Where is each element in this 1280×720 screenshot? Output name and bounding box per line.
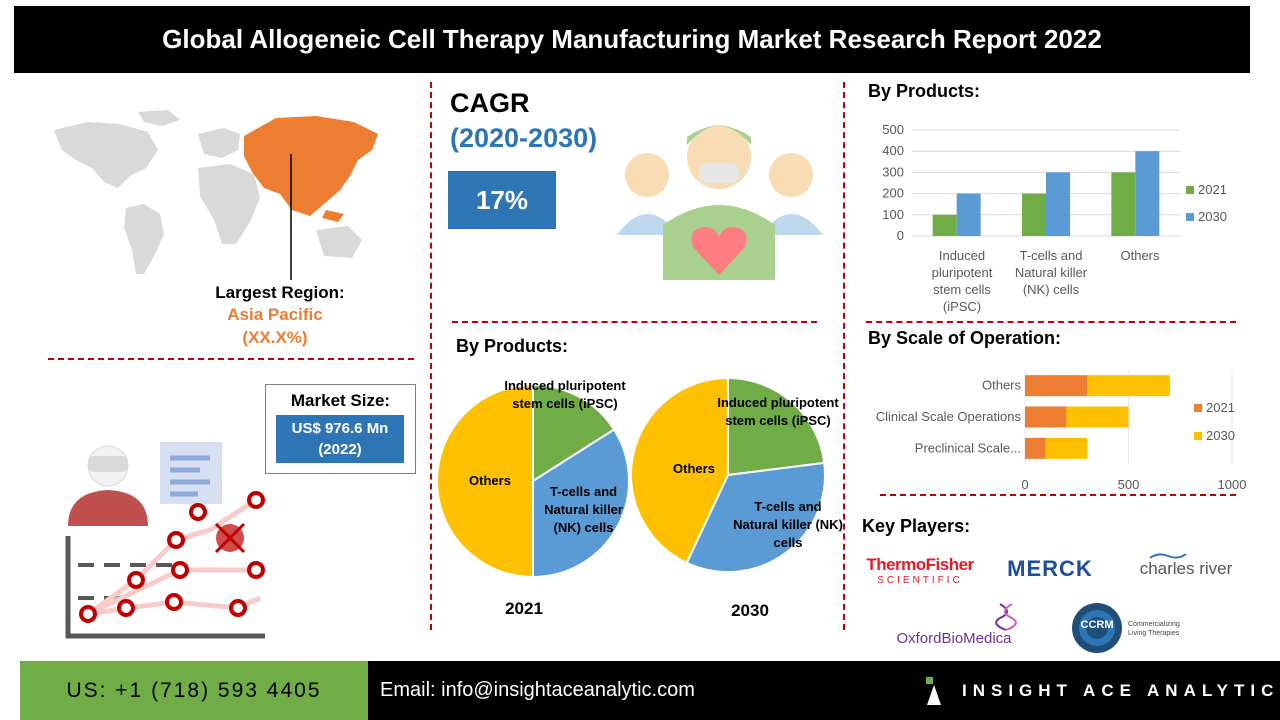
market-size-year: (2022) [318,441,362,458]
col-ytick-3: 300 [882,164,904,179]
col-ytick-4: 400 [882,143,904,158]
products-category-others: Others [1120,248,1160,263]
scale-chart-title: By Scale of Operation: [868,328,1062,348]
hb-legend-label-2030: 2030 [1206,428,1235,443]
col-legend-swatch-2021 [1186,186,1194,194]
key-players-title: Key Players: [862,516,971,536]
hb-category-1: Clinical Scale Operations [876,409,1022,424]
cagr-value: 17% [448,171,556,229]
pie-2030-label-ipsc: Induced pluripotent stem cells (iPSC) [717,395,839,428]
africa-shape [198,164,260,244]
col-legend-swatch-2030 [1186,213,1194,221]
hb-bar-2021-1 [1025,406,1067,428]
divider-right [843,82,845,630]
col-bar-2021-2 [1111,172,1136,236]
scale-bar-chart: 0 500 1000 Others Clinical Scale Operations P… [876,370,1247,492]
hb-bar-2030-1 [1066,406,1129,428]
greenland-shape [138,110,180,126]
charles-river-waves-icon [1149,553,1187,559]
col-ytick-0: 0 [897,228,904,243]
divider-products-chart [866,321,1236,323]
market-size-value: US$ 976.6 Mn [291,420,389,437]
divider-left [430,82,432,630]
footer-email: Email: info@insightaceanalytic.com [380,679,695,701]
pie-2021-slice-1 [532,428,630,579]
pie-2030-label-others: Others [673,461,715,476]
products-category-ipsc: Induced pluripotent stem cells (iPSC) [931,248,993,314]
pie-2021-slice-2 [436,383,534,579]
col-ytick-5: 500 [882,122,904,137]
products-category-tcells: T-cells and Natural killer (NK) cells [1014,248,1088,297]
col-bar-2030-0 [956,193,981,236]
products-column-chart: 0 100 200 300 400 500 2021 2030 [882,122,1227,243]
pie-2030-year: 2030 [731,601,769,620]
asia-pacific-shape [244,116,378,216]
page-title: Global Allogeneic Cell Therapy Manufactu… [14,6,1250,73]
col-bar-2021-1 [1022,193,1046,236]
hb-bar-2030-2 [1045,437,1088,459]
pie-2021-label-ipsc: Induced pluripotent stem cells (iPSC) [504,378,626,411]
col-ytick-1: 100 [882,207,904,222]
products-chart-title: By Products: [868,81,981,101]
world-map [54,110,378,280]
col-bar-2030-2 [1135,151,1160,236]
pie-2030-slice-0 [727,376,826,477]
australia-shape [316,226,362,258]
pie-2021-year: 2021 [505,599,543,618]
hb-category-2: Preclinical Scale... [915,440,1021,455]
largest-region-label: Largest Region: [215,283,345,302]
hb-bar-2021-2 [1025,437,1046,459]
thermofisher-logo: ThermoFisher SCIENTIFIC [866,555,974,586]
market-size-value-box: US$ 976.6 Mn (2022) [276,415,404,463]
cagr-label: CAGR [450,88,530,118]
south-america-shape [124,204,164,274]
largest-region-share: (XX.X%) [242,328,308,347]
col-bar-2021-0 [932,214,957,236]
pie-charts [436,376,826,579]
market-size-card: Market Size: US$ 976.6 Mn (2022) [265,384,416,474]
north-america-shape [54,122,158,188]
ccrm-logo-icon [1072,603,1122,653]
market-size-label: Market Size: [290,391,391,410]
footer-brand: INSIGHT ACE ANALYTIC [962,681,1280,700]
hb-xtick-2: 1000 [1218,477,1247,492]
analytics-illustration [65,442,265,639]
charles-river-logo: charles river [1139,559,1233,578]
col-ytick-2: 200 [882,186,904,201]
oxford-biomedica-logo: OxfordBioMedica [896,630,1012,647]
hb-legend-swatch-2030 [1194,432,1202,440]
cagr-period: (2020-2030) [450,123,598,153]
hb-category-0: Others [982,378,1022,393]
ccrm-logo-text: CCRM [1080,619,1114,631]
brand-logo-icon [926,677,941,705]
doctor-patients-icon [617,125,823,280]
pie-2021-label-others: Others [469,473,511,488]
col-legend-label-2021: 2021 [1198,182,1227,197]
merck-logo: MERCK [1007,556,1093,581]
pie-2030-label-tcells: T-cells and Natural killer (NK) cells [733,499,843,550]
pie-2021-label-tcells: T-cells and Natural killer (NK) cells [544,484,623,535]
hb-xtick-0: 0 [1021,477,1028,492]
hb-bar-2021-0 [1025,375,1088,397]
hb-legend-swatch-2021 [1194,404,1202,412]
dna-icon [995,603,1017,631]
hb-legend-label-2021: 2021 [1206,400,1235,415]
divider-scale-chart [880,494,1236,496]
footer-bar: Email: info@insightaceanalytic.com INSIG… [368,661,1280,720]
pie-2030-slice-2 [630,376,729,565]
pie-2021-slice-0 [532,383,616,483]
ccrm-tagline: Commercializing Living Therapies [1128,621,1180,637]
col-legend-label-2030: 2030 [1198,209,1227,224]
europe-shape [198,128,240,158]
hb-bar-2030-0 [1087,375,1170,397]
divider-cagr [452,321,817,323]
pie-section-title: By Products: [456,336,569,356]
col-bar-2030-1 [1046,172,1070,236]
divider-region [48,358,414,360]
footer-phone: US: +1 (718) 593 4405 [20,661,368,720]
largest-region-name: Asia Pacific [227,305,323,324]
hb-xtick-1: 500 [1118,477,1140,492]
